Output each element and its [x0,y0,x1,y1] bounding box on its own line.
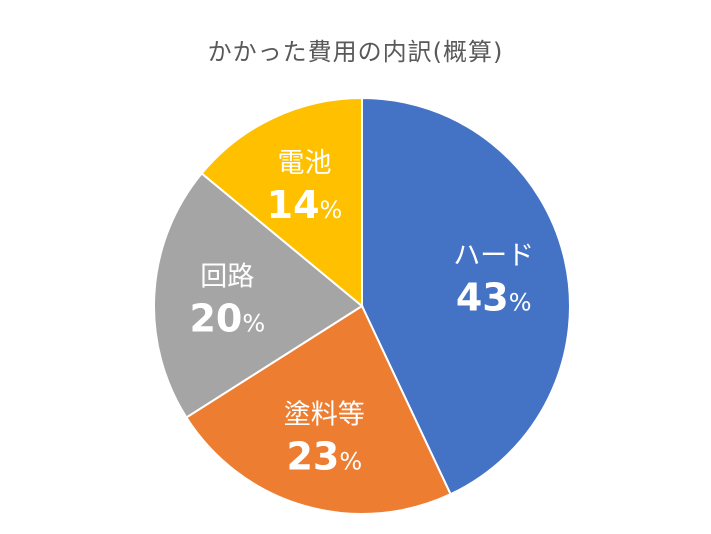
pie-slices [153,96,571,515]
slice-label-battery: 電池 [278,148,332,179]
chart-title: かかった費用の内訳(概算) [207,38,504,66]
pie-slice-hardware [361,96,571,496]
pie-slice-battery [200,96,363,309]
pie-slice-paint [184,304,452,515]
pie-slice-circuit [153,172,364,419]
slice-label-circuit: 回路 [200,262,254,293]
slice-label-paint: 塗料等 [284,400,365,431]
slice-label-hardware: ハード [453,241,534,272]
slice-value-battery: 14% [267,183,343,227]
